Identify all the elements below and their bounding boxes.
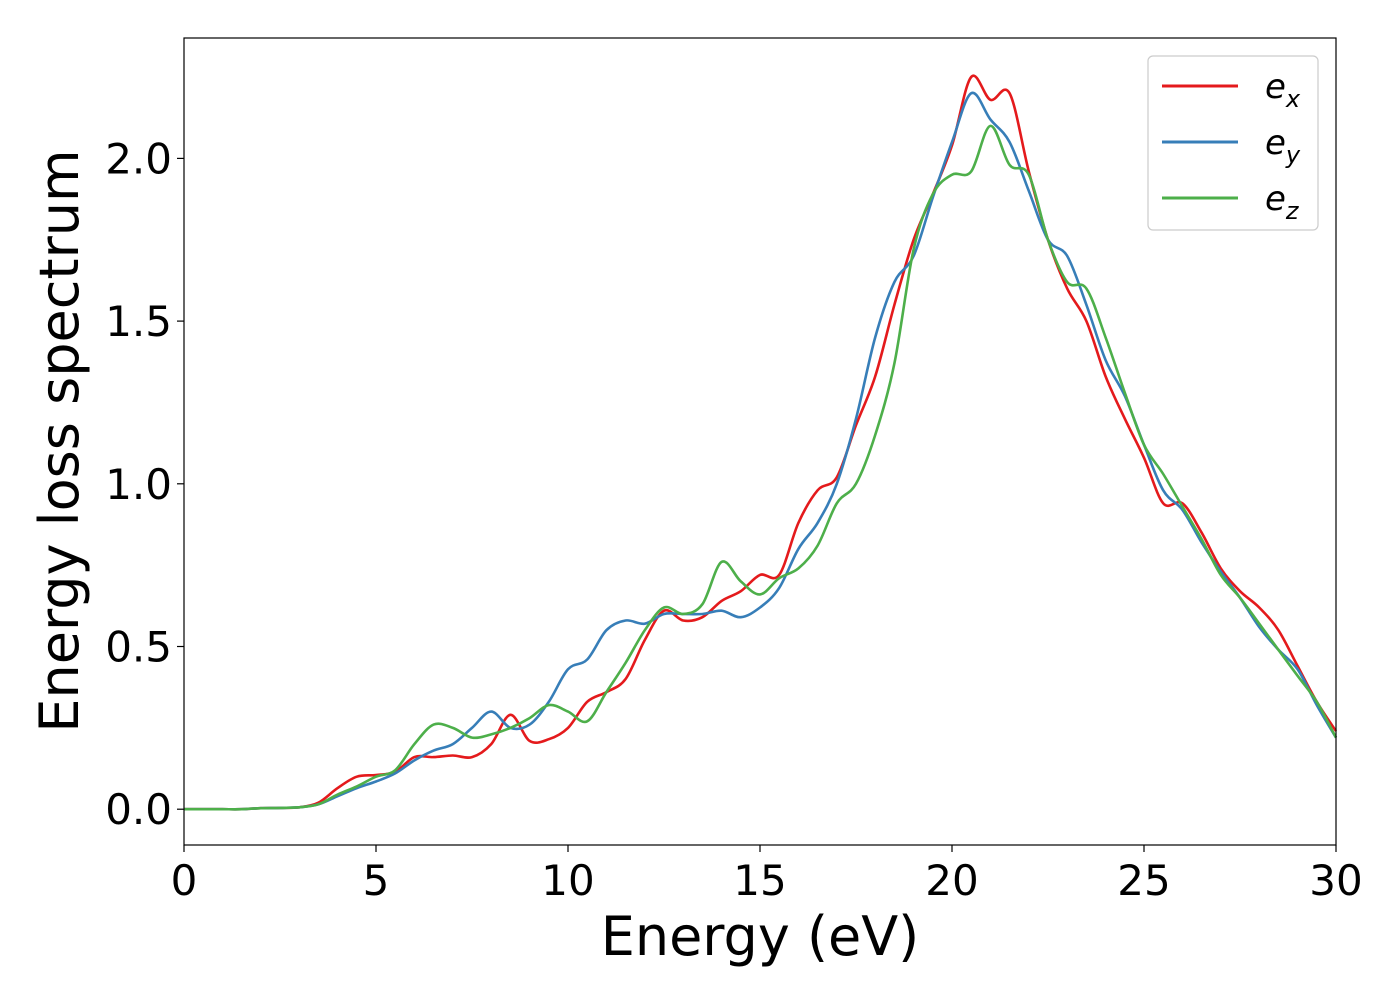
- series-line-x: [183, 74, 1338, 811]
- x-tick-label: 0: [171, 856, 198, 905]
- y-tick-label: 0.5: [105, 623, 172, 672]
- x-axis-ticks: 0 5 10 15 20 25 30: [171, 845, 1363, 905]
- y-tick-label: 1.0: [105, 460, 172, 509]
- x-tick-label: 15: [733, 856, 786, 905]
- x-axis-title: Energy (eV): [601, 905, 920, 968]
- y-axis-title: Energy loss spectrum: [28, 149, 91, 732]
- y-tick-label: 0.0: [105, 785, 172, 834]
- x-tick-label: 20: [925, 856, 978, 905]
- series-layer: [183, 74, 1338, 811]
- x-tick-label: 5: [363, 856, 390, 905]
- y-tick-label: 1.5: [105, 297, 172, 346]
- x-tick-label: 10: [541, 856, 594, 905]
- x-tick-label: 25: [1117, 856, 1170, 905]
- y-axis-ticks: 0.0 0.5 1.0 1.5 2.0: [105, 134, 184, 834]
- x-tick-label: 30: [1309, 856, 1362, 905]
- y-tick-label: 2.0: [105, 134, 172, 183]
- series-line-z: [183, 124, 1338, 811]
